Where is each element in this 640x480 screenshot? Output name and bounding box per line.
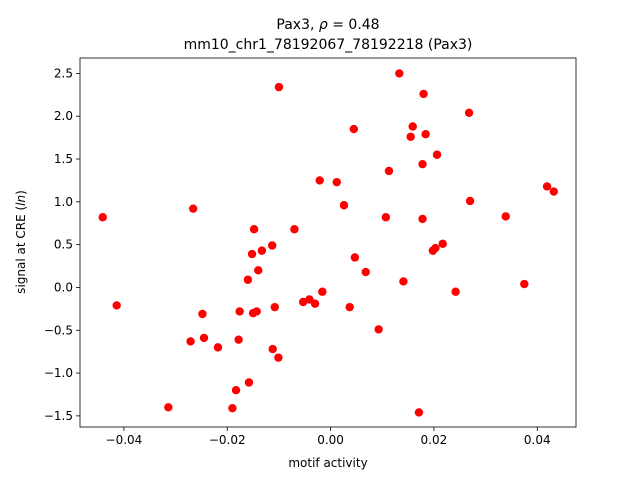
data-point — [361, 267, 370, 277]
chart-title-line2: mm10_chr1_78192067_78192218 (Pax3) — [184, 37, 473, 53]
data-point — [542, 182, 552, 191]
data-point — [254, 266, 263, 275]
data-point — [464, 108, 474, 117]
y-tick-label: −1.0 — [44, 366, 73, 380]
y-tick-label: −1.5 — [44, 409, 73, 423]
data-point — [274, 82, 284, 92]
data-point — [408, 122, 417, 131]
data-point — [98, 213, 107, 222]
plot-area — [98, 69, 558, 417]
data-point — [332, 177, 341, 187]
y-tick-label: 1.0 — [54, 195, 73, 209]
data-point — [268, 344, 277, 354]
data-point — [381, 213, 391, 222]
data-point — [465, 196, 475, 206]
y-tick-label: 0.5 — [54, 238, 73, 252]
data-point — [188, 204, 198, 213]
chart-title-line1: Pax3, ρ = 0.48 — [276, 17, 379, 33]
data-point — [243, 275, 253, 284]
data-point — [257, 246, 267, 255]
x-tick-label: 0.04 — [524, 433, 551, 447]
x-axis-label: motif activity — [288, 456, 367, 470]
data-point — [315, 176, 324, 185]
x-tick-label: 0.00 — [317, 433, 344, 447]
data-point — [249, 225, 259, 234]
y-tick-label: 2.5 — [54, 66, 73, 80]
data-point — [290, 225, 299, 234]
data-point — [213, 343, 223, 352]
title-gene-text: Pax3, — [276, 17, 319, 33]
x-tick-label: 0.02 — [421, 433, 448, 447]
data-point — [274, 353, 283, 362]
x-axis-ticks: −0.04 −0.02 0.00 0.02 0.04 — [106, 427, 551, 447]
data-point — [419, 89, 428, 99]
data-point — [234, 335, 243, 344]
data-point — [247, 249, 257, 259]
data-point — [199, 333, 209, 343]
data-point — [431, 243, 440, 253]
data-point — [501, 212, 510, 221]
data-point — [399, 277, 408, 286]
data-point — [349, 124, 359, 134]
data-point — [112, 301, 121, 310]
data-point — [310, 299, 320, 308]
data-point — [345, 302, 354, 312]
y-tick-label: 0.0 — [54, 280, 73, 294]
data-point — [549, 187, 558, 196]
data-point — [432, 150, 442, 159]
data-point — [268, 241, 277, 250]
data-point — [235, 307, 244, 316]
y-label-post: ) — [14, 190, 28, 195]
y-axis-ticks: −1.5 −1.0 −0.5 0.0 0.5 1.0 1.5 2.0 2.5 — [44, 66, 80, 423]
data-point — [414, 408, 424, 417]
data-point — [418, 159, 427, 169]
y-label-pre: signal at CRE ( — [14, 206, 28, 294]
data-point — [186, 337, 195, 346]
x-tick-label: −0.02 — [209, 433, 246, 447]
data-point — [339, 201, 349, 210]
y-tick-label: 2.0 — [54, 109, 73, 123]
data-point — [244, 378, 254, 387]
data-point — [418, 214, 427, 224]
title-rho-value-text: = 0.48 — [328, 17, 380, 33]
y-label-var: ln — [14, 195, 28, 206]
x-tick-label: −0.04 — [106, 433, 143, 447]
data-point — [520, 279, 529, 289]
data-point — [374, 325, 383, 334]
y-axis-label: signal at CRE (ln) — [14, 190, 28, 294]
y-tick-label: −0.5 — [44, 323, 73, 337]
data-point — [350, 253, 360, 262]
data-point — [198, 309, 207, 319]
data-point — [252, 307, 261, 316]
data-point — [384, 166, 394, 176]
title-rho-symbol: ρ — [319, 17, 328, 33]
data-point — [270, 302, 279, 312]
data-point — [438, 239, 447, 248]
axes-frame — [79, 57, 577, 428]
data-point — [421, 130, 430, 139]
data-point — [395, 69, 404, 78]
y-tick-label: 1.5 — [54, 152, 73, 166]
data-point — [451, 287, 460, 296]
data-point — [164, 403, 173, 412]
data-point — [318, 287, 327, 296]
data-point — [228, 403, 237, 413]
data-point — [406, 132, 415, 141]
data-point — [231, 385, 241, 395]
